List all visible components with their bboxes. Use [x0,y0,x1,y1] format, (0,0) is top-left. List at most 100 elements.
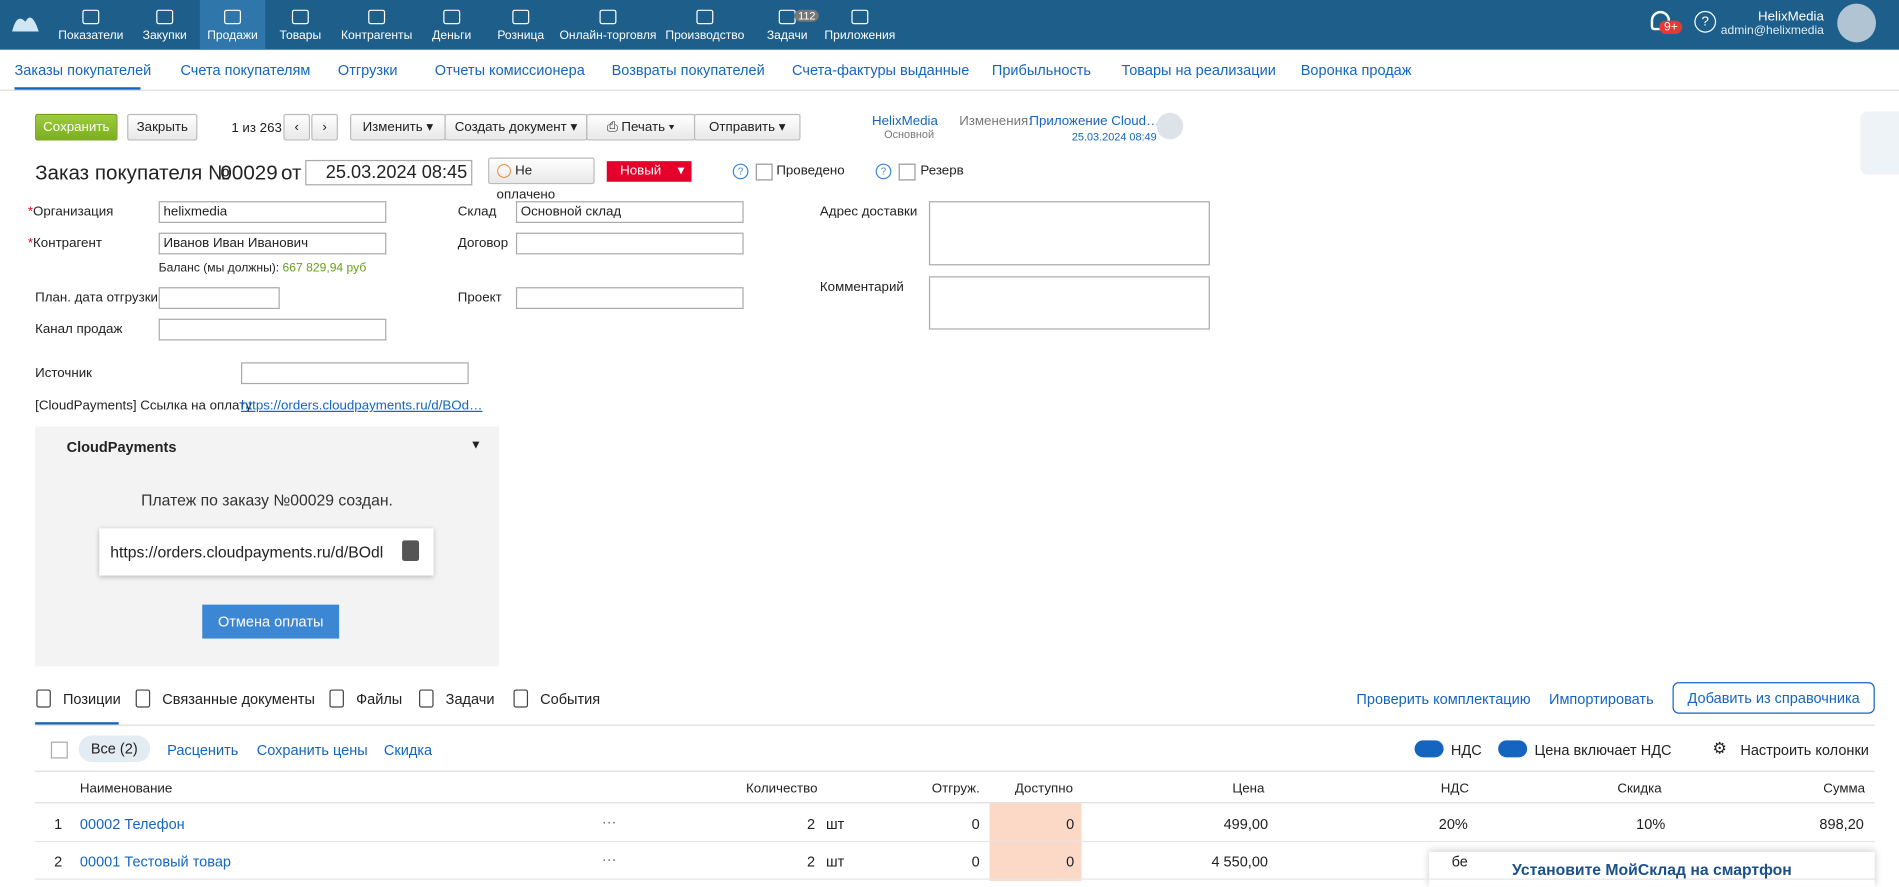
nav-item[interactable]: Закупки [142,29,187,43]
app-banner[interactable]: Установите МойСклад на смартфон [1429,851,1875,887]
filter-all[interactable]: Все (2) [78,735,150,763]
save-button[interactable]: Сохранить [35,113,118,141]
import-link[interactable]: Импортировать [1548,690,1654,708]
link[interactable]: https://orders.cloudpayments.ru/d/BOd… [241,398,483,414]
add-button[interactable]: Добавить из справочника [1672,682,1875,714]
save-prices-link[interactable]: Сохранить цены [256,741,368,759]
column-header[interactable]: Количество [745,781,818,797]
item-link[interactable]: 00002 Телефон [79,815,185,833]
check-link[interactable]: Проверить комплектацию [1356,690,1531,708]
column-header[interactable]: Цена [1232,781,1265,797]
nav-item[interactable]: Показатели [58,29,124,43]
cell: 0 [1066,853,1075,871]
owner[interactable]: HelixMedia [871,113,938,129]
nav-item[interactable]: Приложения [824,29,896,43]
column-header[interactable]: Скидка [1617,781,1662,797]
next[interactable]: › [311,113,338,141]
contract-input[interactable] [515,232,744,255]
tab[interactable]: Счета покупателям [180,61,311,79]
nav-item[interactable]: Производство [665,29,745,43]
link-label: [CloudPayments] Ссылка на оплату [35,398,253,414]
side-widget[interactable] [1860,111,1899,175]
row-menu[interactable]: ··· [601,850,617,868]
project-input[interactable] [515,287,744,309]
tab-icon [135,689,151,708]
label: Не оплачено [496,163,556,203]
copy-icon[interactable] [402,540,420,562]
send-menu[interactable]: Отправить ▾ [693,113,801,141]
nav-item[interactable]: Товары [279,29,322,43]
posted-checkbox[interactable] [755,163,773,181]
vat-toggle[interactable] [1414,740,1444,758]
store-input[interactable]: Основной склад [515,201,744,223]
user-name[interactable]: HelixMedia [1758,9,1824,25]
lower-tab[interactable]: Позиции [62,690,121,708]
column-header[interactable]: Отгруж. [931,781,980,797]
reserve-checkbox[interactable] [898,163,916,181]
tab[interactable]: Счета-фактуры выданные [792,61,970,79]
channel-input[interactable] [158,318,387,341]
nav-item[interactable]: Розница [497,29,545,43]
columns-icon[interactable]: ⚙ [1712,739,1727,758]
columns-label[interactable]: Настроить колонки [1740,741,1869,759]
lower-tab[interactable]: Связанные документы [162,690,315,708]
create-menu[interactable]: Создать документ ▾ [444,113,588,141]
comment-input[interactable] [928,276,1210,330]
hint[interactable]: ? [875,163,892,180]
tab[interactable]: Заказы покупателей [14,61,152,79]
ship-input[interactable] [158,287,280,309]
address-input[interactable] [928,201,1210,266]
source-input[interactable] [241,362,469,385]
lower-tab[interactable]: Задачи [445,690,495,708]
nav-item[interactable]: Задачи [766,29,808,43]
org-input[interactable]: helixmedia [158,201,387,223]
discount-link[interactable]: Скидка [383,741,433,759]
tab[interactable]: Прибыльность [991,61,1091,79]
tab[interactable]: Отчеты комиссионера [434,61,585,79]
balance: 667 829,94 руб [282,261,367,276]
price-link[interactable]: Расценить [167,741,239,759]
cell: 10% [1636,815,1666,833]
panel-url: https://orders.cloudpayments.ru/d/BOdl [110,542,384,562]
column-header[interactable]: Наименование [79,781,173,797]
changes-by[interactable]: Приложение Cloud… [1029,113,1160,129]
hint[interactable]: ? [732,163,749,180]
cancel-button[interactable]: Отмена оплаты [202,604,340,639]
help[interactable]: ? [1694,10,1717,33]
column-header[interactable]: НДС [1440,781,1470,797]
row-menu[interactable]: ··· [601,813,617,831]
tab[interactable]: Товары на реализации [1121,61,1276,79]
print-menu[interactable]: ⎙ Печать ▾ [586,113,696,141]
prev[interactable]: ‹ [283,113,311,141]
change-avatar [1156,112,1184,140]
nav-icon [82,9,100,25]
nav-item[interactable]: Контрагенты [340,29,413,43]
change-menu[interactable]: Изменить ▾ [350,113,446,141]
nav-item[interactable]: Продажи [207,29,258,43]
item-link[interactable]: 00001 Тестовый товар [79,853,231,871]
select-all[interactable] [50,741,68,759]
available-highlight [989,803,1082,881]
tasks-badge: 112 [794,9,820,22]
agent-input[interactable]: Иванов Иван Иванович [158,232,387,255]
nav-item[interactable]: Онлайн-торговля [559,29,657,43]
nav-item[interactable]: Деньги [432,29,472,43]
avatar[interactable] [1837,3,1876,43]
doc-date[interactable]: 25.03.2024 08:45 [305,159,473,186]
panel-title: CloudPayments [66,438,177,456]
vat-incl-label: Цена включает НДС [1534,741,1672,759]
logo [12,17,39,32]
lower-tab[interactable]: Файлы [356,690,403,708]
tab[interactable]: Отгрузки [337,61,398,79]
payment-status[interactable]: ◯ Не оплачено [488,157,595,202]
tab[interactable]: Воронка продаж [1300,61,1412,79]
vat-incl-toggle[interactable] [1498,740,1528,758]
collapse[interactable]: ▼ [469,438,482,452]
lower-tab[interactable]: События [540,690,601,708]
tab[interactable]: Возвраты покупателей [611,61,765,79]
column-header[interactable]: Доступно [1014,781,1074,797]
column-header[interactable]: Сумма [1823,781,1866,797]
agent-label: Контрагент [33,236,102,251]
state[interactable]: Новый ▾ [606,161,692,182]
close-button[interactable]: Закрыть [127,113,198,141]
